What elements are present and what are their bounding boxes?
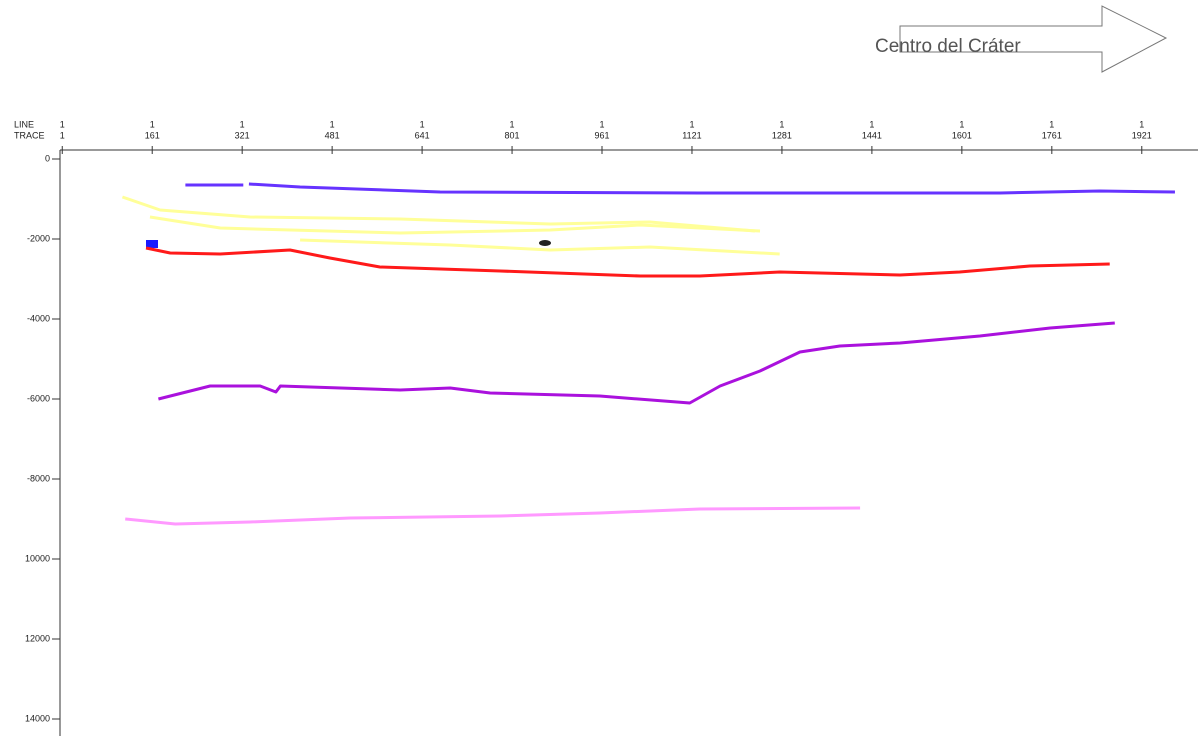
x-tick-label: 641 — [415, 130, 430, 140]
x-tick-line: 1 — [420, 119, 425, 129]
annotation: Centro del Cráter — [875, 36, 1021, 57]
x-tick-label: 1 — [60, 130, 65, 140]
x-tick-line: 1 — [240, 119, 245, 129]
x-tick-line: 1 — [150, 119, 155, 129]
x-tick-line: 1 — [1049, 119, 1054, 129]
x-tick-line: 1 — [959, 119, 964, 129]
x-tick-label: 1281 — [772, 130, 792, 140]
x-header: TRACE — [14, 130, 45, 140]
x-tick-line: 1 — [1139, 119, 1144, 129]
x-tick-label: 1121 — [682, 130, 701, 140]
horizon-line — [125, 506, 861, 526]
horizon-line — [121, 195, 756, 233]
x-tick-label: 481 — [325, 130, 340, 140]
horizon-line — [185, 182, 1175, 195]
horizon-line — [300, 238, 780, 256]
horizon-line — [149, 215, 761, 235]
x-tick-line: 1 — [60, 119, 65, 129]
x-tick-line: 1 — [600, 119, 605, 129]
y-tick-label: -6000 — [27, 393, 50, 403]
marker — [146, 240, 158, 248]
y-tick-label: 14000 — [25, 713, 50, 723]
y-tick-label: -4000 — [27, 313, 50, 323]
x-header: LINE — [14, 119, 34, 129]
y-tick-label: -8000 — [27, 473, 50, 483]
x-tick-label: 1441 — [862, 130, 882, 140]
y-tick-label: 10000 — [25, 553, 50, 563]
marker — [539, 240, 551, 246]
x-tick-line: 1 — [779, 119, 784, 129]
x-tick-line: 1 — [869, 119, 874, 129]
x-tick-line: 1 — [689, 119, 694, 129]
x-tick-line: 1 — [330, 119, 335, 129]
y-tick-label: 12000 — [25, 633, 50, 643]
horizon-line — [145, 246, 1110, 278]
arrow — [899, 5, 1168, 73]
x-tick-line: 1 — [510, 119, 515, 129]
x-tick-label: 801 — [505, 130, 520, 140]
y-tick-label: 0 — [45, 153, 50, 163]
x-tick-label: 161 — [145, 130, 160, 140]
x-tick-label: 1601 — [952, 130, 972, 140]
x-tick-label: 1761 — [1042, 130, 1062, 140]
x-tick-label: 961 — [594, 130, 609, 140]
x-tick-label: 321 — [235, 130, 250, 140]
horizon-line — [158, 321, 1115, 405]
x-tick-label: 1921 — [1132, 130, 1152, 140]
y-tick-label: -2000 — [27, 233, 50, 243]
